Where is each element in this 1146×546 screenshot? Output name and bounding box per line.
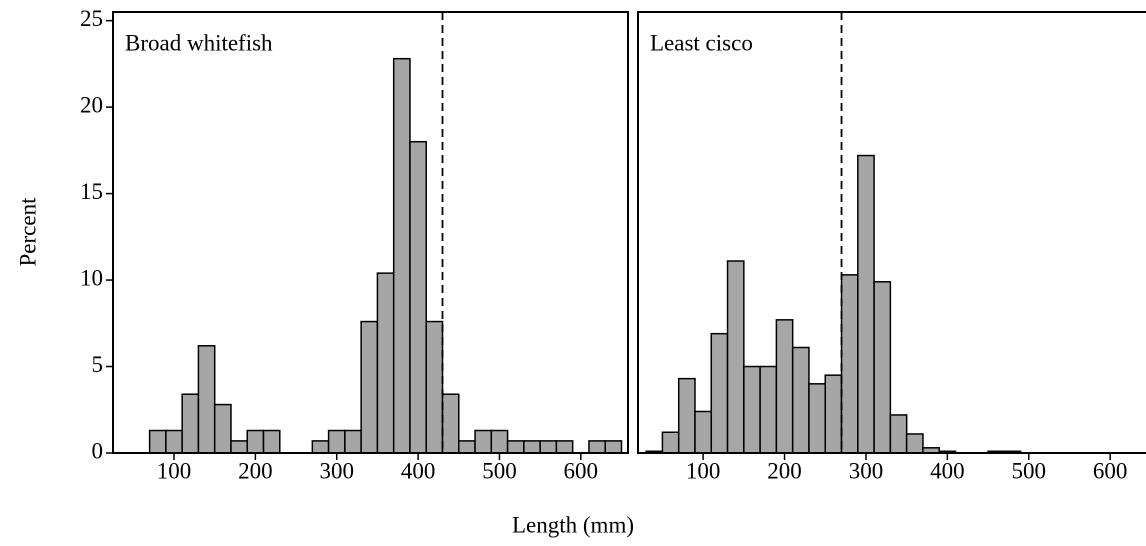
histogram-bar	[523, 440, 541, 454]
x-tick-label: 300	[319, 458, 354, 483]
histogram-bar	[458, 440, 476, 454]
histogram-bar	[588, 440, 606, 454]
x-tick-label: 200	[238, 458, 273, 483]
histogram-bar	[889, 414, 908, 454]
histogram-bar	[197, 345, 216, 454]
histogram-bar	[661, 431, 680, 454]
histogram-bar	[873, 281, 892, 454]
histogram-bar	[246, 429, 265, 454]
x-tick-label: 600	[1093, 458, 1128, 483]
histogram-bar	[376, 272, 395, 454]
histogram-bar	[840, 274, 859, 454]
histogram-bar	[857, 154, 875, 454]
histogram-bar	[425, 320, 444, 454]
y-tick-label: 15	[80, 179, 103, 204]
histogram-bar	[262, 429, 281, 454]
histogram-bar	[230, 440, 248, 454]
histogram-bar	[604, 440, 623, 454]
histogram-bar	[474, 429, 493, 454]
histogram-bar	[441, 393, 460, 454]
panel	[148, 12, 623, 454]
histogram-bar	[409, 140, 427, 454]
histogram-bar	[824, 374, 843, 454]
histogram-bar	[694, 410, 713, 454]
x-tick-label: 400	[401, 458, 436, 483]
histogram-bar	[905, 433, 924, 454]
x-tick-label: 100	[157, 458, 192, 483]
y-tick-label: 25	[80, 6, 103, 31]
panel-label: Least cisco	[650, 30, 753, 55]
histogram-bar	[726, 260, 745, 454]
x-tick-label: 500	[482, 458, 517, 483]
histogram-bar	[327, 429, 346, 454]
y-tick-label: 5	[92, 352, 104, 377]
x-tick-label: 100	[686, 458, 721, 483]
histogram-bar	[743, 365, 761, 454]
histogram-bar	[710, 332, 729, 454]
panel-frame	[112, 11, 629, 454]
histogram-bar	[165, 429, 183, 454]
histogram-bar	[759, 365, 778, 454]
histogram-bar	[181, 393, 200, 454]
histogram-bar	[360, 320, 379, 454]
x-tick-label: 300	[849, 458, 884, 483]
histogram-bar	[344, 429, 362, 454]
x-tick-label: 400	[930, 458, 965, 483]
panel	[645, 12, 1022, 454]
y-tick-label: 10	[80, 265, 103, 290]
histogram-bar	[539, 440, 558, 454]
x-tick-label: 600	[564, 458, 599, 483]
histogram-bar	[808, 383, 826, 454]
y-tick-label: 0	[92, 438, 104, 463]
panel-frame	[637, 11, 1146, 454]
histogram-bar	[775, 319, 794, 454]
histogram-bar	[490, 429, 509, 454]
panel-label: Broad whitefish	[125, 30, 273, 55]
histogram-bar	[148, 429, 167, 454]
histogram-bar	[213, 403, 232, 454]
y-tick-label: 20	[80, 92, 103, 117]
x-axis-label: Length (mm)	[512, 512, 634, 537]
x-tick-label: 500	[1012, 458, 1047, 483]
histogram-bar	[392, 57, 411, 454]
y-axis-label: Percent	[15, 197, 40, 267]
histogram-bar	[555, 440, 574, 454]
histogram-bar	[791, 346, 810, 454]
histogram-bar	[311, 440, 330, 454]
x-tick-label: 200	[767, 458, 802, 483]
histogram-bar	[506, 440, 525, 454]
histogram-bar	[677, 377, 696, 454]
